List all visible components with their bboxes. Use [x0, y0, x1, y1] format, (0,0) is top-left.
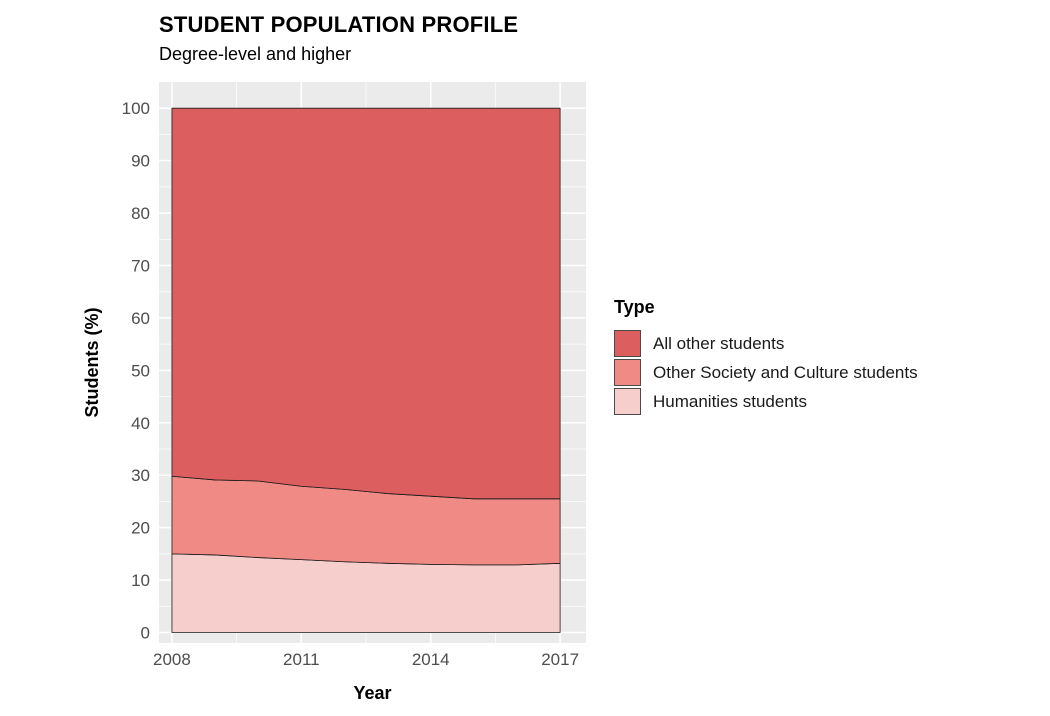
legend-item-other-society: Other Society and Culture students	[614, 358, 918, 387]
y-tick-label: 30	[131, 466, 150, 485]
legend-label-other-society: Other Society and Culture students	[653, 362, 918, 382]
legend-label-humanities: Humanities students	[653, 391, 808, 411]
y-tick-label: 40	[131, 414, 150, 433]
chart-title: STUDENT POPULATION PROFILE	[159, 12, 519, 37]
y-tick-label: 60	[131, 309, 150, 328]
x-tick-label: 2017	[541, 650, 579, 669]
x-tick-label: 2011	[283, 650, 320, 669]
area-humanities	[171, 553, 561, 633]
x-tick-label: 2008	[153, 650, 191, 669]
y-axis-title: Students (%)	[82, 307, 102, 417]
legend-title: Type	[614, 297, 655, 317]
legend-key-humanities	[614, 388, 641, 415]
legend: Type All other students Other Society an…	[614, 297, 918, 416]
area-all-other	[171, 107, 561, 500]
legend-key-all-other	[614, 330, 641, 357]
y-tick-label: 70	[131, 257, 150, 276]
legend-key-other-society	[614, 359, 641, 386]
x-axis-title: Year	[353, 683, 391, 703]
legend-label-all-other: All other students	[653, 333, 785, 353]
chart-subtitle: Degree-level and higher	[159, 44, 352, 64]
x-tick-label: 2014	[412, 650, 450, 669]
y-tick-label: 80	[131, 204, 150, 223]
y-tick-label: 50	[131, 361, 150, 380]
y-tick-label: 10	[131, 571, 150, 590]
y-tick-label: 20	[131, 519, 150, 538]
y-tick-label: 0	[141, 624, 150, 643]
legend-item-all-other: All other students	[614, 329, 918, 358]
y-tick-label: 90	[131, 152, 150, 171]
y-tick-label: 100	[122, 99, 150, 118]
legend-item-humanities: Humanities students	[614, 387, 918, 416]
